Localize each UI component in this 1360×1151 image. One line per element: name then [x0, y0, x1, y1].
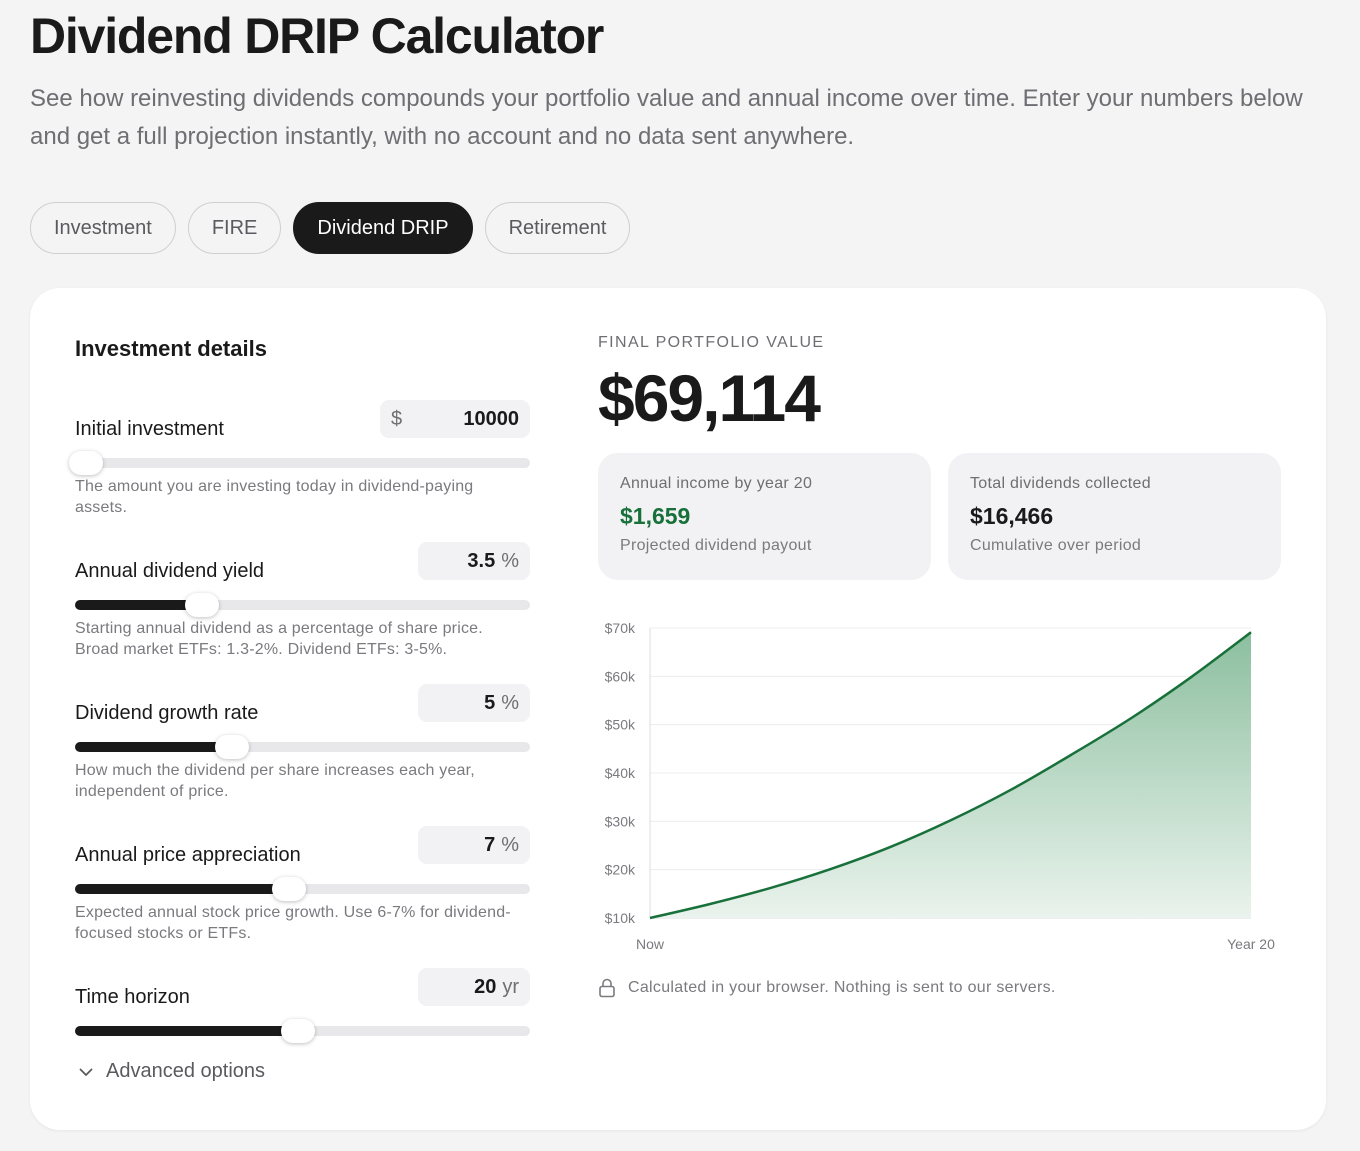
price-appreciation-label: Annual price appreciation: [75, 844, 301, 866]
percent-unit: %: [501, 549, 519, 572]
slider-thumb[interactable]: [214, 735, 249, 759]
price-appreciation-slider[interactable]: [75, 877, 530, 901]
chart-labels: $10k $20k $30k $40k $50k $60k $70k Now Year 20: [605, 620, 1275, 952]
slider-thumb[interactable]: [280, 1019, 315, 1043]
dividend-growth-label: Dividend growth rate: [75, 702, 259, 724]
lock-icon: [599, 978, 615, 998]
dividend-yield-label: Annual dividend yield: [75, 560, 265, 582]
advanced-options-toggle[interactable]: Advanced options: [78, 1060, 265, 1083]
total-dividends-value: $16,466: [970, 503, 1054, 529]
series-line: [649, 631, 1252, 920]
page-subtitle: See how reinvesting dividends compounds …: [30, 85, 1303, 150]
price-appreciation-input[interactable]: 7 %: [418, 826, 530, 864]
slider-fill: [75, 600, 203, 610]
chevron-down-icon: [79, 1068, 93, 1076]
x-tick-label: Year 20: [1227, 936, 1275, 952]
initial-investment-slider[interactable]: [68, 451, 530, 475]
final-portfolio-value: $69,114: [598, 361, 821, 435]
annual-income-sub: Projected dividend payout: [620, 537, 812, 554]
slider-thumb[interactable]: [68, 451, 103, 475]
time-horizon-value: 20: [474, 975, 497, 998]
initial-investment-input[interactable]: $ 10000: [380, 400, 530, 438]
annual-income-card: Annual income by year 20 $1,659 Projecte…: [598, 453, 931, 580]
dividend-yield-value: 3.5: [467, 549, 496, 572]
initial-investment-value: 10000: [463, 407, 519, 430]
y-tick-label: $30k: [605, 813, 636, 829]
years-unit: yr: [502, 975, 519, 998]
tab-investment[interactable]: Investment: [30, 202, 176, 254]
initial-investment-help: The amount you are investing today in di…: [75, 478, 474, 516]
tab-retirement[interactable]: Retirement: [484, 202, 631, 254]
time-horizon-label: Time horizon: [75, 986, 190, 1008]
slider-thumb[interactable]: [271, 877, 306, 901]
currency-prefix: $: [391, 407, 403, 430]
dividend-growth-help: How much the dividend per share increase…: [75, 762, 475, 800]
initial-investment-label: Initial investment: [75, 418, 224, 440]
price-appreciation-help: Expected annual stock price growth. Use …: [75, 904, 511, 942]
dividend-growth-input[interactable]: 5 %: [418, 684, 530, 722]
dividend-yield-slider[interactable]: [75, 593, 530, 617]
y-tick-label: $60k: [605, 668, 636, 684]
portfolio-growth-chart: $10k $20k $30k $40k $50k $60k $70k Now Year 20: [605, 620, 1275, 952]
dividend-growth-value: 5: [484, 691, 496, 714]
total-dividends-card: Total dividends collected $16,466 Cumula…: [948, 453, 1281, 580]
y-tick-label: $70k: [605, 620, 636, 636]
slider-fill: [75, 884, 289, 894]
page-title: Dividend DRIP Calculator: [30, 8, 604, 64]
slider-thumb[interactable]: [185, 593, 220, 617]
y-tick-label: $50k: [605, 717, 636, 733]
chart-area-layer: [649, 631, 1252, 920]
calculator-tabs: Investment FIRE Dividend DRIP Retirement: [30, 202, 631, 254]
slider-fill: [75, 1026, 298, 1036]
total-dividends-label: Total dividends collected: [970, 475, 1151, 492]
annual-income-label: Annual income by year 20: [620, 475, 813, 492]
calculator-card: Investment details Initial investment $ …: [30, 288, 1326, 1130]
y-tick-label: $20k: [605, 862, 636, 878]
tab-fire[interactable]: FIRE: [187, 202, 282, 254]
tab-dividend-drip[interactable]: Dividend DRIP: [293, 202, 473, 254]
advanced-options-label: Advanced options: [106, 1060, 266, 1082]
final-portfolio-kicker: FINAL PORTFOLIO VALUE: [598, 334, 825, 351]
total-dividends-sub: Cumulative over period: [970, 537, 1142, 554]
x-tick-label: Now: [636, 936, 665, 952]
y-tick-label: $10k: [605, 910, 636, 926]
slider-fill: [75, 742, 232, 752]
percent-unit: %: [501, 833, 519, 856]
annual-income-value: $1,659: [620, 503, 691, 529]
price-appreciation-value: 7: [484, 833, 496, 856]
privacy-note: Calculated in your browser. Nothing is s…: [598, 978, 1056, 998]
dividend-yield-help: Starting annual dividend as a percentage…: [75, 620, 483, 658]
privacy-note-text: Calculated in your browser. Nothing is s…: [628, 979, 1056, 996]
dividend-growth-slider[interactable]: [75, 735, 530, 759]
percent-unit: %: [501, 691, 519, 714]
series-area: [650, 632, 1251, 918]
dividend-yield-input[interactable]: 3.5 %: [418, 542, 530, 580]
time-horizon-input[interactable]: 20 yr: [418, 968, 530, 1006]
y-tick-label: $40k: [605, 765, 636, 781]
investment-details-title: Investment details: [75, 336, 267, 361]
time-horizon-slider[interactable]: [75, 1019, 530, 1043]
